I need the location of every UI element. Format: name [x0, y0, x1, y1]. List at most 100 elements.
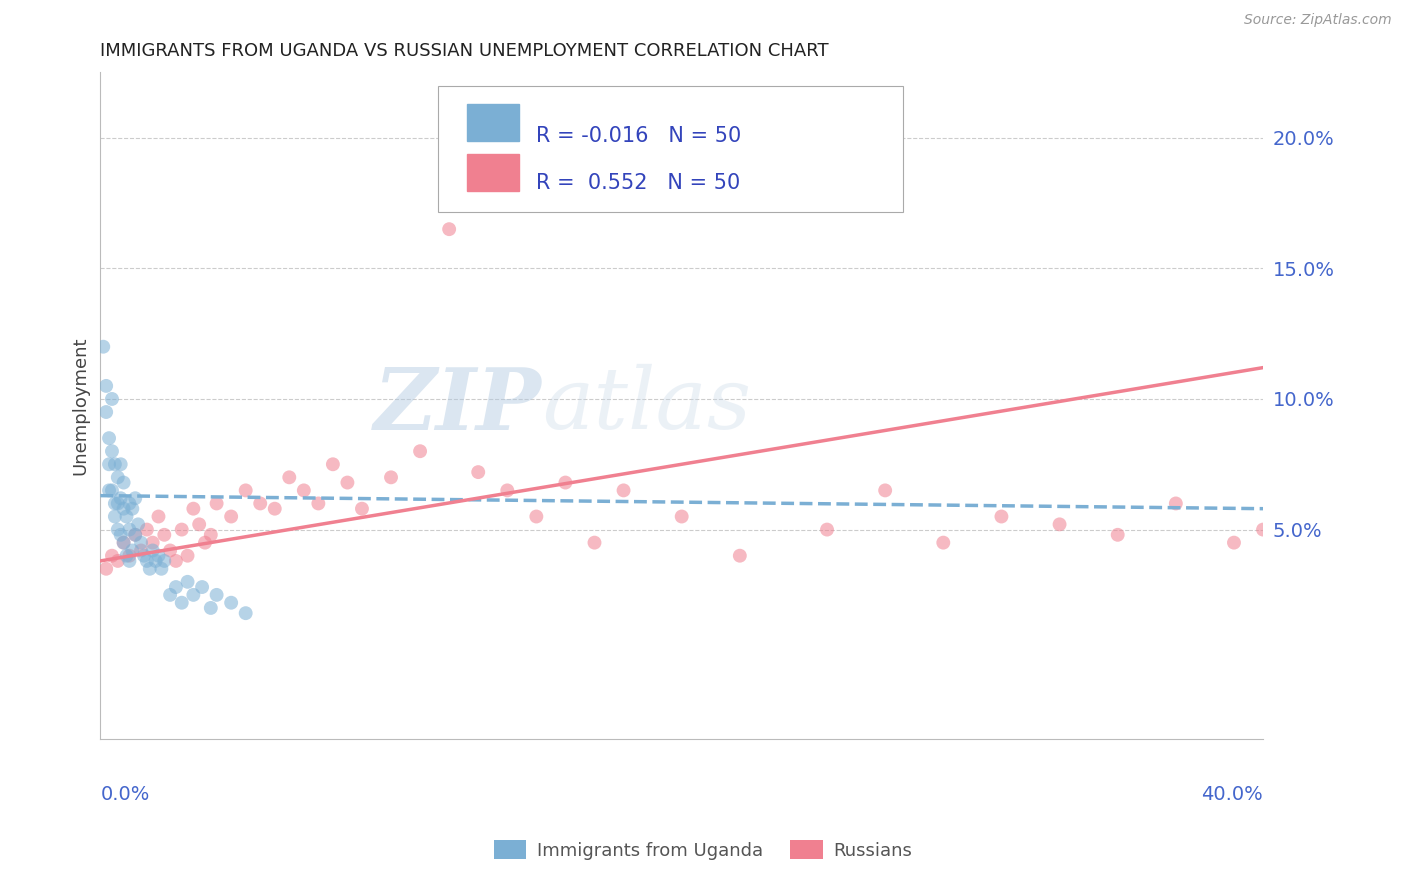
- Point: [101, 483, 124, 498]
- Point: [1251, 523, 1274, 537]
- Point: [437, 222, 460, 236]
- Point: [110, 491, 132, 506]
- Point: [165, 554, 187, 568]
- Point: [150, 562, 173, 576]
- Point: [467, 465, 489, 479]
- Point: [107, 470, 129, 484]
- Point: [98, 483, 121, 498]
- Point: [815, 523, 838, 537]
- Point: [170, 523, 193, 537]
- Point: [183, 501, 205, 516]
- Text: IMMIGRANTS FROM UGANDA VS RUSSIAN UNEMPLOYMENT CORRELATION CHART: IMMIGRANTS FROM UGANDA VS RUSSIAN UNEMPL…: [100, 42, 830, 60]
- Point: [104, 457, 127, 471]
- Point: [107, 554, 129, 568]
- Point: [148, 509, 170, 524]
- Point: [118, 554, 141, 568]
- Point: [115, 509, 138, 524]
- Point: [1164, 496, 1187, 510]
- Point: [124, 528, 146, 542]
- Point: [350, 501, 373, 516]
- Point: [101, 392, 124, 406]
- Point: [307, 496, 329, 510]
- Point: [101, 549, 124, 563]
- Point: [322, 457, 344, 471]
- Point: [112, 535, 135, 549]
- Point: [583, 535, 606, 549]
- Text: 0.0%: 0.0%: [100, 785, 149, 805]
- Point: [98, 431, 121, 445]
- Point: [159, 543, 181, 558]
- Text: ZIP: ZIP: [374, 364, 543, 447]
- Point: [1223, 535, 1246, 549]
- Point: [121, 543, 143, 558]
- Point: [612, 483, 634, 498]
- Point: [728, 549, 751, 563]
- Point: [409, 444, 432, 458]
- Point: [524, 509, 547, 524]
- Point: [96, 379, 118, 393]
- Point: [205, 496, 228, 510]
- Point: [159, 588, 181, 602]
- Point: [194, 535, 217, 549]
- Point: [671, 509, 693, 524]
- Text: R = -0.016   N = 50: R = -0.016 N = 50: [536, 126, 741, 146]
- Point: [1049, 517, 1071, 532]
- Point: [110, 457, 132, 471]
- Point: [875, 483, 897, 498]
- Text: Source: ZipAtlas.com: Source: ZipAtlas.com: [1244, 13, 1392, 28]
- Point: [380, 470, 402, 484]
- Point: [118, 523, 141, 537]
- Point: [101, 444, 124, 458]
- Point: [176, 574, 198, 589]
- Point: [263, 501, 285, 516]
- Legend: Immigrants from Uganda, Russians: Immigrants from Uganda, Russians: [486, 833, 920, 867]
- Point: [132, 549, 155, 563]
- Point: [990, 509, 1012, 524]
- Point: [170, 596, 193, 610]
- Point: [118, 549, 141, 563]
- Point: [135, 554, 157, 568]
- Point: [121, 501, 143, 516]
- Point: [176, 549, 198, 563]
- Point: [118, 496, 141, 510]
- Point: [165, 580, 187, 594]
- Point: [91, 340, 114, 354]
- Point: [148, 549, 170, 563]
- Point: [205, 588, 228, 602]
- Point: [107, 496, 129, 510]
- Bar: [467, 154, 519, 191]
- Point: [115, 549, 138, 563]
- Point: [145, 554, 167, 568]
- Point: [1107, 528, 1129, 542]
- Bar: [467, 104, 519, 141]
- FancyBboxPatch shape: [437, 86, 903, 212]
- Point: [124, 491, 146, 506]
- Point: [292, 483, 315, 498]
- Point: [124, 528, 146, 542]
- Point: [153, 528, 176, 542]
- Point: [135, 523, 157, 537]
- Point: [183, 588, 205, 602]
- Point: [153, 554, 176, 568]
- Point: [249, 496, 271, 510]
- Point: [129, 543, 152, 558]
- Point: [142, 535, 165, 549]
- Point: [932, 535, 955, 549]
- Point: [96, 405, 118, 419]
- Point: [127, 517, 149, 532]
- Point: [191, 580, 214, 594]
- Y-axis label: Unemployment: Unemployment: [72, 336, 89, 475]
- Point: [129, 535, 152, 549]
- Point: [219, 596, 242, 610]
- Point: [278, 470, 301, 484]
- Point: [142, 543, 165, 558]
- Point: [496, 483, 519, 498]
- Point: [98, 457, 121, 471]
- Point: [96, 562, 118, 576]
- Point: [200, 528, 222, 542]
- Point: [112, 475, 135, 490]
- Point: [107, 523, 129, 537]
- Point: [104, 509, 127, 524]
- Point: [104, 496, 127, 510]
- Text: 40.0%: 40.0%: [1201, 785, 1263, 805]
